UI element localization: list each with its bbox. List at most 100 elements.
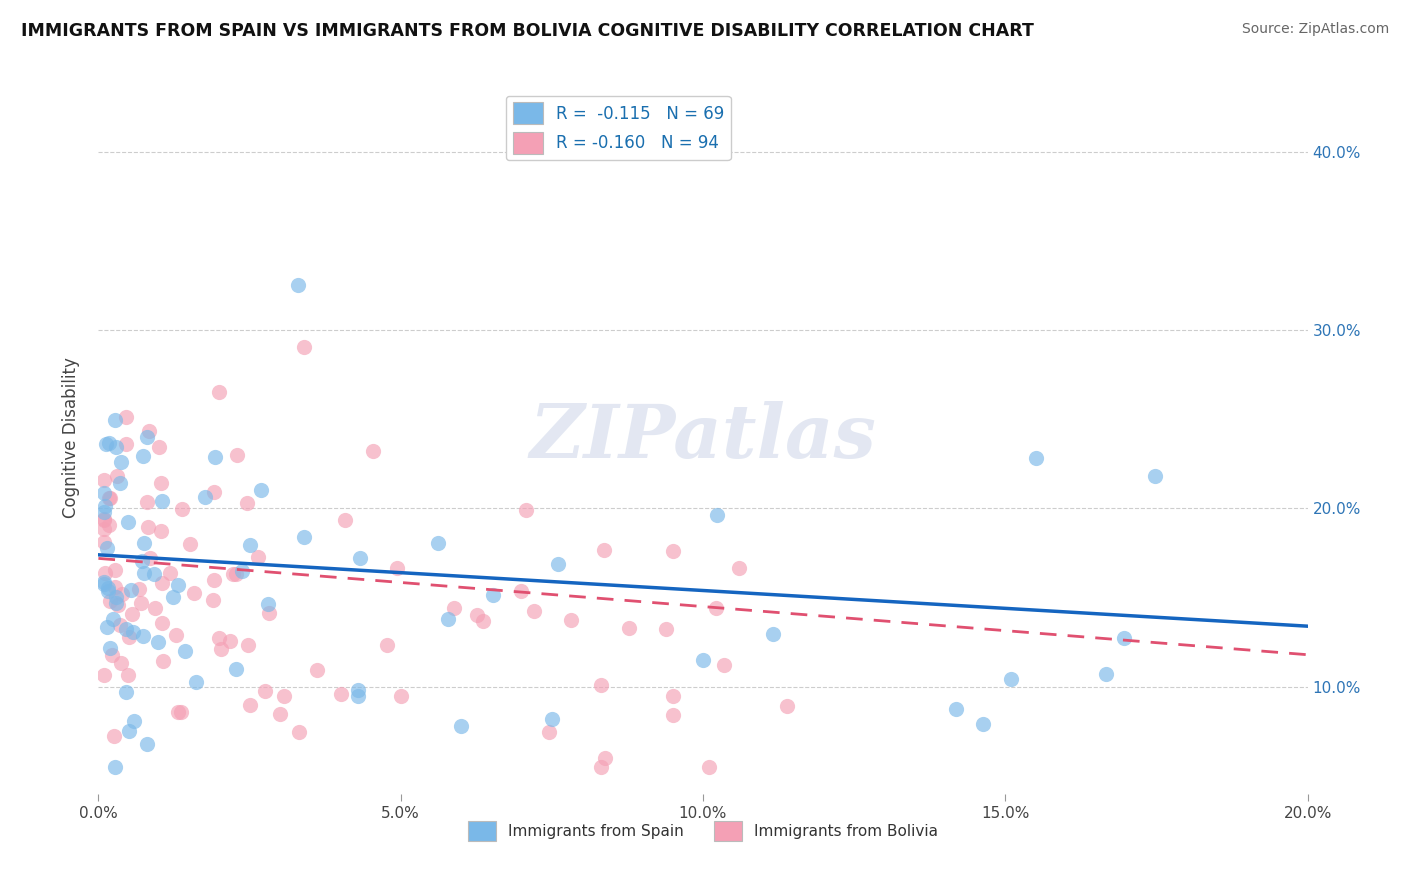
- Bolivia: [375, 638, 398, 652]
- Bolivia: [713, 657, 735, 672]
- Spain: [194, 491, 217, 505]
- Bolivia: [139, 551, 162, 566]
- Text: IMMIGRANTS FROM SPAIN VS IMMIGRANTS FROM BOLIVIA COGNITIVE DISABILITY CORRELATIO: IMMIGRANTS FROM SPAIN VS IMMIGRANTS FROM…: [21, 22, 1033, 40]
- Spain: [134, 536, 156, 550]
- Bolivia: [363, 443, 385, 458]
- Bolivia: [202, 485, 225, 500]
- Spain: [1095, 667, 1118, 681]
- Bolivia: [94, 566, 117, 581]
- Bolivia: [138, 424, 160, 438]
- Bolivia: [593, 543, 616, 558]
- Spain: [98, 641, 121, 656]
- Bolivia: [93, 512, 115, 526]
- Bolivia: [170, 501, 193, 516]
- Bolivia: [287, 725, 309, 739]
- Bolivia: [98, 491, 121, 506]
- Spain: [98, 436, 121, 450]
- Bolivia: [183, 586, 205, 600]
- Spain: [104, 441, 127, 455]
- Spain: [105, 596, 128, 610]
- Bolivia: [110, 656, 132, 670]
- Bolivia: [104, 580, 127, 594]
- Spain: [121, 582, 143, 597]
- Bolivia: [225, 448, 247, 462]
- Spain: [482, 588, 505, 602]
- Bolivia: [108, 618, 131, 632]
- Bolivia: [170, 705, 193, 719]
- Spain: [97, 581, 120, 595]
- Spain: [239, 538, 262, 552]
- Bolivia: [329, 687, 352, 701]
- Spain: [104, 590, 127, 604]
- Bolivia: [661, 689, 683, 703]
- Spain: [132, 449, 155, 463]
- Bolivia: [202, 573, 225, 587]
- Bolivia: [589, 678, 612, 692]
- Bolivia: [98, 517, 121, 532]
- Spain: [1024, 451, 1046, 466]
- Bolivia: [93, 534, 115, 549]
- Bolivia: [465, 607, 488, 622]
- Bolivia: [143, 600, 166, 615]
- Bolivia: [472, 614, 495, 628]
- Spain: [349, 551, 371, 566]
- Spain: [706, 508, 728, 522]
- Spain: [204, 450, 226, 465]
- Bolivia: [219, 634, 242, 648]
- Bolivia: [662, 543, 685, 558]
- Bolivia: [208, 385, 231, 400]
- Spain: [93, 577, 115, 591]
- Spain: [540, 712, 562, 726]
- Spain: [104, 413, 127, 427]
- Spain: [224, 662, 246, 676]
- Bolivia: [111, 587, 134, 601]
- Bolivia: [273, 689, 295, 703]
- Spain: [1114, 631, 1136, 645]
- Bolivia: [538, 725, 561, 739]
- Spain: [110, 476, 132, 491]
- Spain: [115, 622, 138, 636]
- Spain: [146, 634, 169, 648]
- Spain: [436, 612, 458, 626]
- Bolivia: [121, 607, 143, 621]
- Bolivia: [387, 561, 409, 575]
- Bolivia: [560, 613, 582, 627]
- Bolivia: [593, 750, 616, 764]
- Bolivia: [148, 440, 170, 454]
- Spain: [96, 620, 118, 634]
- Spain: [257, 597, 280, 611]
- Bolivia: [117, 630, 139, 644]
- Spain: [173, 644, 195, 658]
- Bolivia: [150, 475, 173, 490]
- Bolivia: [269, 706, 291, 721]
- Bolivia: [727, 561, 749, 575]
- Spain: [184, 674, 207, 689]
- Bolivia: [93, 473, 115, 487]
- Bolivia: [239, 698, 262, 712]
- Spain: [93, 486, 115, 500]
- Bolivia: [179, 536, 201, 550]
- Bolivia: [93, 668, 115, 682]
- Bolivia: [150, 615, 173, 630]
- Bolivia: [236, 496, 259, 510]
- Bolivia: [697, 760, 720, 774]
- Spain: [135, 430, 157, 444]
- Spain: [122, 625, 145, 640]
- Bolivia: [515, 503, 537, 517]
- Bolivia: [236, 638, 259, 652]
- Bolivia: [135, 495, 157, 509]
- Bolivia: [100, 648, 122, 663]
- Bolivia: [209, 642, 232, 657]
- Spain: [104, 760, 127, 774]
- Spain: [692, 653, 714, 667]
- Spain: [167, 578, 190, 592]
- Bolivia: [305, 663, 328, 677]
- Legend: Immigrants from Spain, Immigrants from Bolivia: Immigrants from Spain, Immigrants from B…: [463, 815, 943, 847]
- Bolivia: [165, 628, 187, 642]
- Bolivia: [292, 340, 315, 354]
- Bolivia: [98, 491, 121, 505]
- Bolivia: [115, 409, 138, 424]
- Spain: [250, 483, 273, 498]
- Bolivia: [103, 729, 125, 743]
- Spain: [122, 714, 145, 729]
